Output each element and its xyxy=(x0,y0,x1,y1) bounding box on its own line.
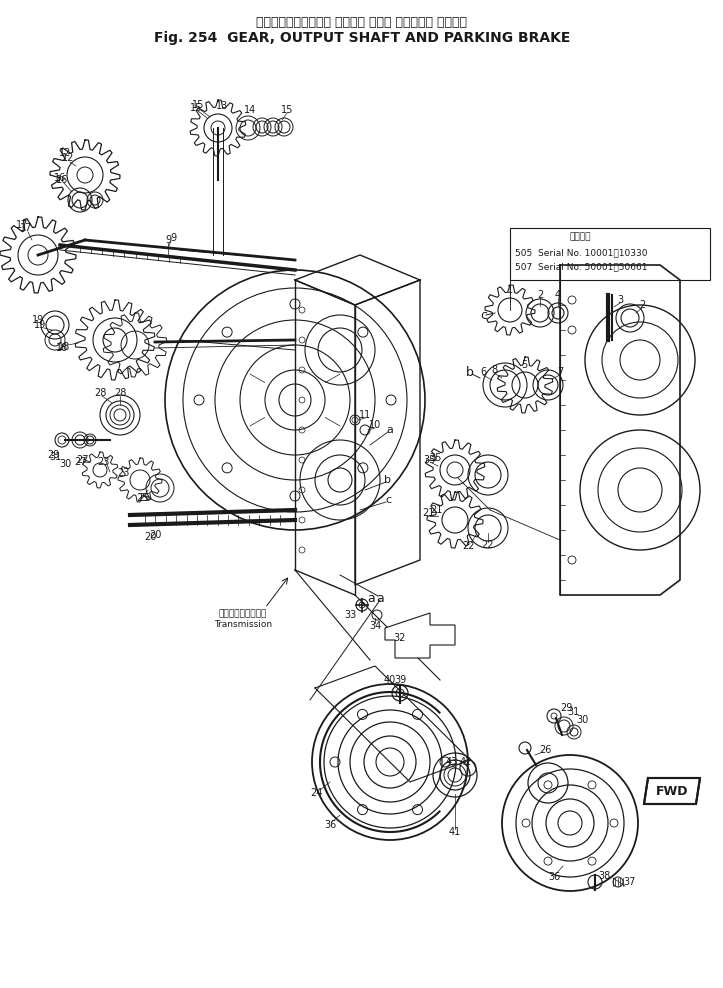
Text: a: a xyxy=(387,425,393,435)
Text: 17: 17 xyxy=(20,223,33,233)
Text: 4: 4 xyxy=(555,290,561,300)
Text: a: a xyxy=(367,592,375,605)
Text: 3: 3 xyxy=(617,295,623,305)
Text: 30: 30 xyxy=(59,459,71,469)
Text: 11: 11 xyxy=(359,410,371,420)
Text: Fig. 254  GEAR, OUTPUT SHAFT AND PARKING BRAKE: Fig. 254 GEAR, OUTPUT SHAFT AND PARKING … xyxy=(154,31,570,45)
Text: 1: 1 xyxy=(507,285,513,295)
Text: 15: 15 xyxy=(281,105,294,115)
Text: 12: 12 xyxy=(61,153,74,163)
Text: 19: 19 xyxy=(32,315,44,325)
Text: 35: 35 xyxy=(424,455,436,465)
Text: 30: 30 xyxy=(576,715,588,725)
Text: 23: 23 xyxy=(117,468,129,478)
Text: ギヤー，アウトプット シャフト および パーキング ブレーキ: ギヤー，アウトプット シャフト および パーキング ブレーキ xyxy=(257,16,468,29)
Polygon shape xyxy=(644,778,700,804)
Text: 36: 36 xyxy=(548,872,560,882)
Text: 18: 18 xyxy=(56,343,68,353)
Text: a: a xyxy=(376,592,384,605)
Text: FWD: FWD xyxy=(656,784,688,797)
Text: 9: 9 xyxy=(170,233,176,243)
Text: 27: 27 xyxy=(77,455,89,465)
Text: 28: 28 xyxy=(94,388,106,398)
Polygon shape xyxy=(385,613,455,658)
Bar xyxy=(510,228,710,280)
Text: 17: 17 xyxy=(16,220,28,230)
Text: 7: 7 xyxy=(557,367,563,377)
Text: 2: 2 xyxy=(639,300,645,310)
Text: 42: 42 xyxy=(460,757,472,767)
Text: b: b xyxy=(385,475,391,485)
Text: 6: 6 xyxy=(480,367,486,377)
Text: 12: 12 xyxy=(59,148,71,158)
Text: 21: 21 xyxy=(422,508,435,518)
Text: c: c xyxy=(385,495,391,505)
Text: 34: 34 xyxy=(369,621,381,631)
Text: 適用号機: 適用号機 xyxy=(570,232,591,241)
Text: 20: 20 xyxy=(144,532,156,542)
Text: 16: 16 xyxy=(56,175,68,185)
Text: 38: 38 xyxy=(598,871,610,881)
Text: 25: 25 xyxy=(137,493,149,503)
Text: 22: 22 xyxy=(463,541,475,551)
Text: 35: 35 xyxy=(429,453,442,463)
Text: 25: 25 xyxy=(139,493,151,503)
Text: c: c xyxy=(481,308,487,321)
Text: 21: 21 xyxy=(429,505,442,515)
Text: 505  Serial No. 10001～10330: 505 Serial No. 10001～10330 xyxy=(515,249,648,258)
Text: 20: 20 xyxy=(149,530,161,540)
Text: 507  Serial No. 50001～50661: 507 Serial No. 50001～50661 xyxy=(515,263,648,272)
Text: 29: 29 xyxy=(47,450,59,460)
Text: 23: 23 xyxy=(97,457,109,467)
Text: 22: 22 xyxy=(482,540,495,550)
Text: 5: 5 xyxy=(521,360,527,370)
Text: 8: 8 xyxy=(491,365,497,375)
Text: トランスミッション: トランスミッション xyxy=(219,610,268,618)
Text: 40: 40 xyxy=(384,675,396,685)
Text: 24: 24 xyxy=(310,788,322,798)
Text: 13: 13 xyxy=(216,101,228,111)
Text: 10: 10 xyxy=(369,420,381,430)
Text: 26: 26 xyxy=(539,745,551,755)
Text: 31: 31 xyxy=(49,452,61,462)
Text: 29: 29 xyxy=(560,703,572,713)
Text: 9: 9 xyxy=(165,235,171,245)
Text: 2: 2 xyxy=(537,290,543,300)
Text: 15: 15 xyxy=(192,100,204,110)
Text: 36: 36 xyxy=(324,820,336,830)
Text: 37: 37 xyxy=(624,877,636,887)
Text: 15: 15 xyxy=(190,103,202,113)
Text: 43: 43 xyxy=(446,757,458,767)
Text: 14: 14 xyxy=(244,105,256,115)
Text: 33: 33 xyxy=(344,610,356,620)
Text: 28: 28 xyxy=(114,388,127,398)
Text: 27: 27 xyxy=(74,457,87,467)
Text: 41: 41 xyxy=(449,827,461,837)
Text: 18: 18 xyxy=(58,342,70,352)
Text: 16: 16 xyxy=(54,173,66,183)
Text: 32: 32 xyxy=(394,633,406,643)
Text: 19: 19 xyxy=(34,320,46,330)
Text: 39: 39 xyxy=(394,675,406,685)
Text: 31: 31 xyxy=(567,707,579,717)
Text: b: b xyxy=(466,366,474,378)
Text: Transmission: Transmission xyxy=(214,619,272,628)
